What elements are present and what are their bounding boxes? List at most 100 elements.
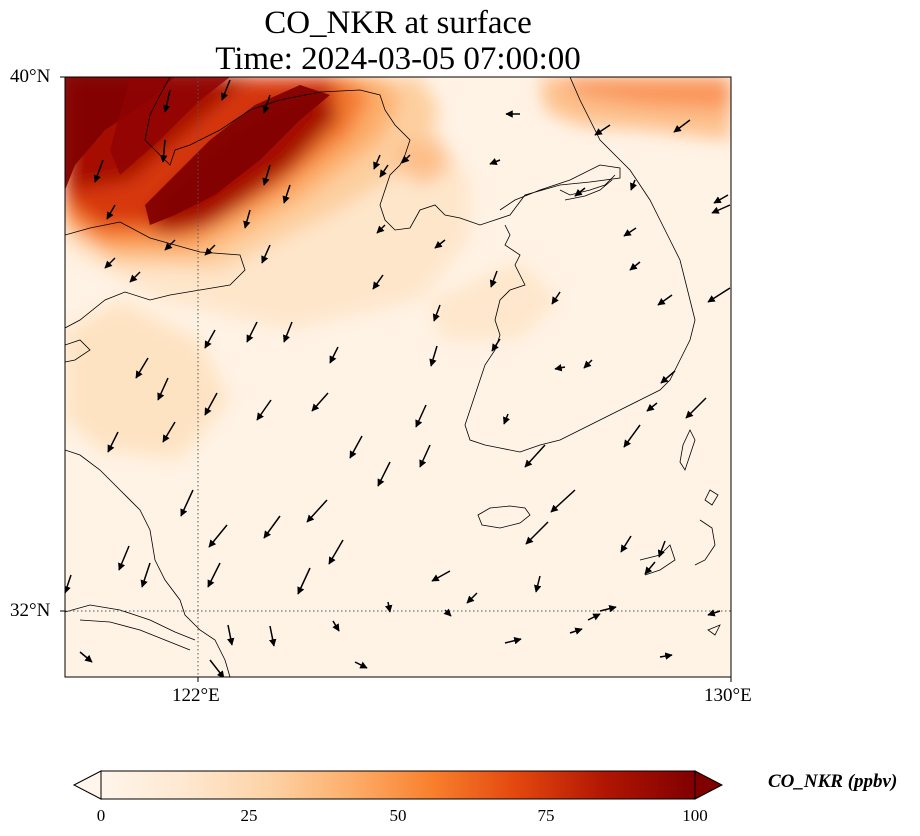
wind-arrow	[630, 179, 637, 191]
wind-arrow	[262, 164, 271, 186]
colorbar-extend-min	[72, 770, 102, 800]
wind-arrow	[657, 294, 673, 306]
wind-arrow	[107, 431, 119, 453]
wind-arrow	[551, 291, 561, 305]
wind-arrow	[373, 154, 381, 170]
wind-arrow	[434, 239, 446, 249]
wind-arrow	[209, 659, 225, 677]
wind-arrow	[587, 613, 601, 621]
wind-arrow	[432, 304, 441, 322]
map-frame	[64, 76, 732, 678]
wind-arrow	[533, 575, 542, 593]
wind-arrow	[660, 370, 676, 384]
wind-arrow	[106, 204, 116, 220]
wind-arrow	[246, 321, 258, 343]
wind-arrow	[135, 357, 149, 379]
wind-arrow	[349, 435, 363, 459]
wind-arrow	[659, 652, 673, 660]
wind-arrow	[644, 561, 656, 575]
wind-arrow	[129, 271, 141, 283]
lat-label-32: 32°N	[10, 600, 51, 621]
wind-arrow	[221, 79, 231, 101]
wind-arrow	[204, 244, 216, 256]
wind-arrow	[311, 392, 329, 412]
wind-arrow	[646, 402, 658, 412]
wind-arrow	[282, 184, 291, 204]
wind-arrow	[583, 359, 593, 369]
wind-arrow	[489, 270, 498, 288]
colorbar-tick-75: 75	[537, 806, 555, 825]
colorbar	[72, 770, 724, 800]
wind-arrow	[569, 627, 583, 635]
wind-arrow	[140, 562, 151, 588]
wind-arrow	[623, 227, 637, 237]
wind-vectors	[65, 79, 731, 677]
wind-arrow	[297, 567, 311, 595]
wind-arrow	[707, 287, 731, 303]
wind-arrow	[711, 204, 731, 214]
wind-arrow	[713, 194, 729, 204]
colorbar-tick-50: 50	[389, 806, 407, 825]
colorbar-tick-0: 0	[96, 806, 106, 825]
wind-arrow	[226, 624, 235, 646]
map-time: Time: 2024-03-05 07:00:00	[215, 41, 581, 77]
coastlines	[65, 77, 721, 677]
wind-arrow	[261, 244, 271, 264]
wind-arrow	[379, 164, 389, 178]
gridlines	[65, 77, 731, 677]
wind-arrow	[673, 119, 691, 133]
wind-arrow	[208, 524, 228, 548]
lon-label-122: 122°E	[172, 685, 220, 706]
colorbar-tick-25: 25	[240, 806, 258, 825]
wind-arrow	[162, 421, 176, 443]
wind-arrow	[157, 377, 169, 401]
wind-arrow	[685, 397, 707, 419]
wind-arrow	[401, 154, 411, 164]
colorbar-label: CO_NKR (ppbv)	[768, 771, 898, 792]
wind-arrow	[263, 515, 281, 539]
wind-arrow	[419, 444, 431, 468]
wind-arrow	[623, 424, 641, 448]
wind-arrow	[207, 562, 221, 588]
wind-arrow	[93, 159, 104, 183]
wind-arrow	[283, 321, 293, 343]
lat-label-40: 40°N	[10, 66, 51, 87]
wind-arrow	[415, 404, 427, 428]
map-title: CO_NKR at surface	[264, 5, 532, 41]
wind-arrow	[354, 661, 368, 669]
colorbar-bar	[100, 770, 696, 800]
wind-arrow	[707, 609, 721, 617]
wind-arrow	[256, 399, 272, 421]
wind-arrow	[65, 574, 72, 594]
lon-label-130: 130°E	[704, 685, 752, 706]
wind-arrow	[376, 224, 386, 234]
wind-arrow	[550, 489, 576, 513]
wind-arrow	[554, 363, 566, 372]
wind-arrow	[180, 489, 194, 517]
wind-arrow	[504, 636, 522, 645]
wind-arrow	[594, 124, 611, 136]
wind-arrow	[204, 392, 218, 416]
wind-arrow	[489, 158, 501, 165]
wind-arrow	[377, 461, 391, 487]
wind-arrow	[204, 329, 216, 349]
wind-arrow	[620, 535, 632, 553]
wind-arrow	[118, 545, 130, 571]
wind-arrow	[372, 274, 384, 290]
wind-arrow	[164, 239, 176, 251]
wind-arrow	[243, 209, 251, 229]
wind-arrow	[524, 444, 546, 468]
wind-arrow	[328, 539, 344, 565]
wind-arrow	[629, 261, 641, 271]
wind-arrow	[525, 521, 549, 545]
wind-arrow	[79, 651, 93, 663]
wind-arrow	[429, 345, 438, 367]
wind-arrow	[162, 89, 171, 113]
wind-arrow	[443, 608, 452, 617]
wind-arrow	[384, 601, 393, 613]
wind-arrow	[657, 540, 666, 558]
wind-arrow	[262, 94, 271, 114]
wind-arrow	[466, 592, 478, 604]
wind-arrow	[332, 620, 340, 632]
wind-arrow	[503, 413, 510, 425]
